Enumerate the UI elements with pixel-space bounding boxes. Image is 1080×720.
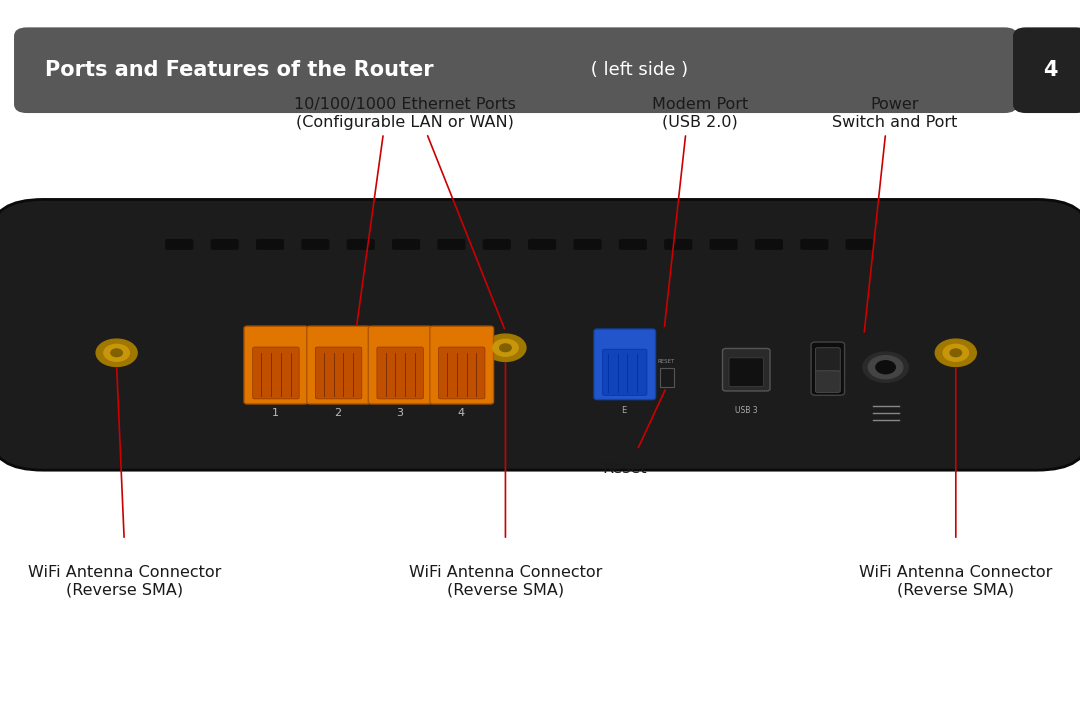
FancyBboxPatch shape bbox=[377, 347, 423, 399]
Circle shape bbox=[950, 349, 961, 356]
FancyBboxPatch shape bbox=[660, 368, 674, 387]
Circle shape bbox=[492, 339, 518, 356]
Text: 4: 4 bbox=[458, 408, 464, 418]
FancyBboxPatch shape bbox=[846, 239, 874, 250]
FancyBboxPatch shape bbox=[729, 358, 764, 387]
Text: Ports and Features of the Router: Ports and Features of the Router bbox=[45, 60, 434, 80]
Circle shape bbox=[868, 356, 903, 379]
Text: USB 3: USB 3 bbox=[735, 406, 757, 415]
Text: RESET: RESET bbox=[658, 359, 675, 364]
Text: ( left side ): ( left side ) bbox=[585, 61, 688, 79]
FancyBboxPatch shape bbox=[528, 239, 556, 250]
FancyBboxPatch shape bbox=[815, 348, 840, 372]
FancyBboxPatch shape bbox=[315, 347, 362, 399]
FancyBboxPatch shape bbox=[573, 239, 602, 250]
FancyBboxPatch shape bbox=[437, 239, 465, 250]
FancyBboxPatch shape bbox=[253, 347, 299, 399]
FancyBboxPatch shape bbox=[1013, 27, 1080, 113]
FancyBboxPatch shape bbox=[723, 348, 770, 391]
Text: Modem Port
(USB 2.0): Modem Port (USB 2.0) bbox=[651, 97, 748, 130]
FancyBboxPatch shape bbox=[307, 326, 370, 404]
FancyBboxPatch shape bbox=[392, 239, 420, 250]
FancyBboxPatch shape bbox=[165, 239, 193, 250]
FancyBboxPatch shape bbox=[811, 342, 845, 395]
FancyBboxPatch shape bbox=[710, 239, 738, 250]
FancyBboxPatch shape bbox=[211, 239, 239, 250]
FancyBboxPatch shape bbox=[430, 326, 494, 404]
Circle shape bbox=[500, 344, 511, 351]
Circle shape bbox=[96, 339, 137, 366]
Circle shape bbox=[485, 334, 526, 361]
FancyBboxPatch shape bbox=[368, 326, 432, 404]
Text: WiFi Antenna Connector
(Reverse SMA): WiFi Antenna Connector (Reverse SMA) bbox=[859, 565, 1053, 598]
Text: Power
Switch and Port: Power Switch and Port bbox=[832, 97, 957, 130]
FancyBboxPatch shape bbox=[256, 239, 284, 250]
Text: 4: 4 bbox=[1043, 60, 1058, 80]
Text: WiFi Antenna Connector
(Reverse SMA): WiFi Antenna Connector (Reverse SMA) bbox=[27, 565, 221, 598]
Circle shape bbox=[943, 344, 969, 361]
Text: 3: 3 bbox=[396, 408, 403, 418]
FancyBboxPatch shape bbox=[244, 326, 308, 404]
Circle shape bbox=[104, 344, 130, 361]
Text: 10/100/1000 Ethernet Ports
(Configurable LAN or WAN): 10/100/1000 Ethernet Ports (Configurable… bbox=[294, 97, 516, 130]
Circle shape bbox=[111, 349, 122, 356]
Circle shape bbox=[935, 339, 976, 366]
Text: 1: 1 bbox=[272, 408, 279, 418]
FancyBboxPatch shape bbox=[619, 239, 647, 250]
FancyBboxPatch shape bbox=[347, 239, 375, 250]
FancyBboxPatch shape bbox=[438, 347, 485, 399]
Text: Reset: Reset bbox=[602, 461, 647, 476]
FancyBboxPatch shape bbox=[483, 239, 511, 250]
FancyBboxPatch shape bbox=[0, 199, 1080, 470]
FancyBboxPatch shape bbox=[815, 371, 840, 392]
Text: WiFi Antenna Connector
(Reverse SMA): WiFi Antenna Connector (Reverse SMA) bbox=[408, 565, 603, 598]
Text: 2: 2 bbox=[335, 408, 341, 418]
FancyBboxPatch shape bbox=[14, 27, 1017, 113]
Text: E: E bbox=[622, 406, 626, 415]
FancyBboxPatch shape bbox=[594, 329, 656, 400]
FancyBboxPatch shape bbox=[755, 239, 783, 250]
Circle shape bbox=[876, 361, 895, 374]
FancyBboxPatch shape bbox=[800, 239, 828, 250]
FancyBboxPatch shape bbox=[301, 239, 329, 250]
Circle shape bbox=[863, 352, 908, 382]
FancyBboxPatch shape bbox=[603, 349, 647, 395]
FancyBboxPatch shape bbox=[664, 239, 692, 250]
